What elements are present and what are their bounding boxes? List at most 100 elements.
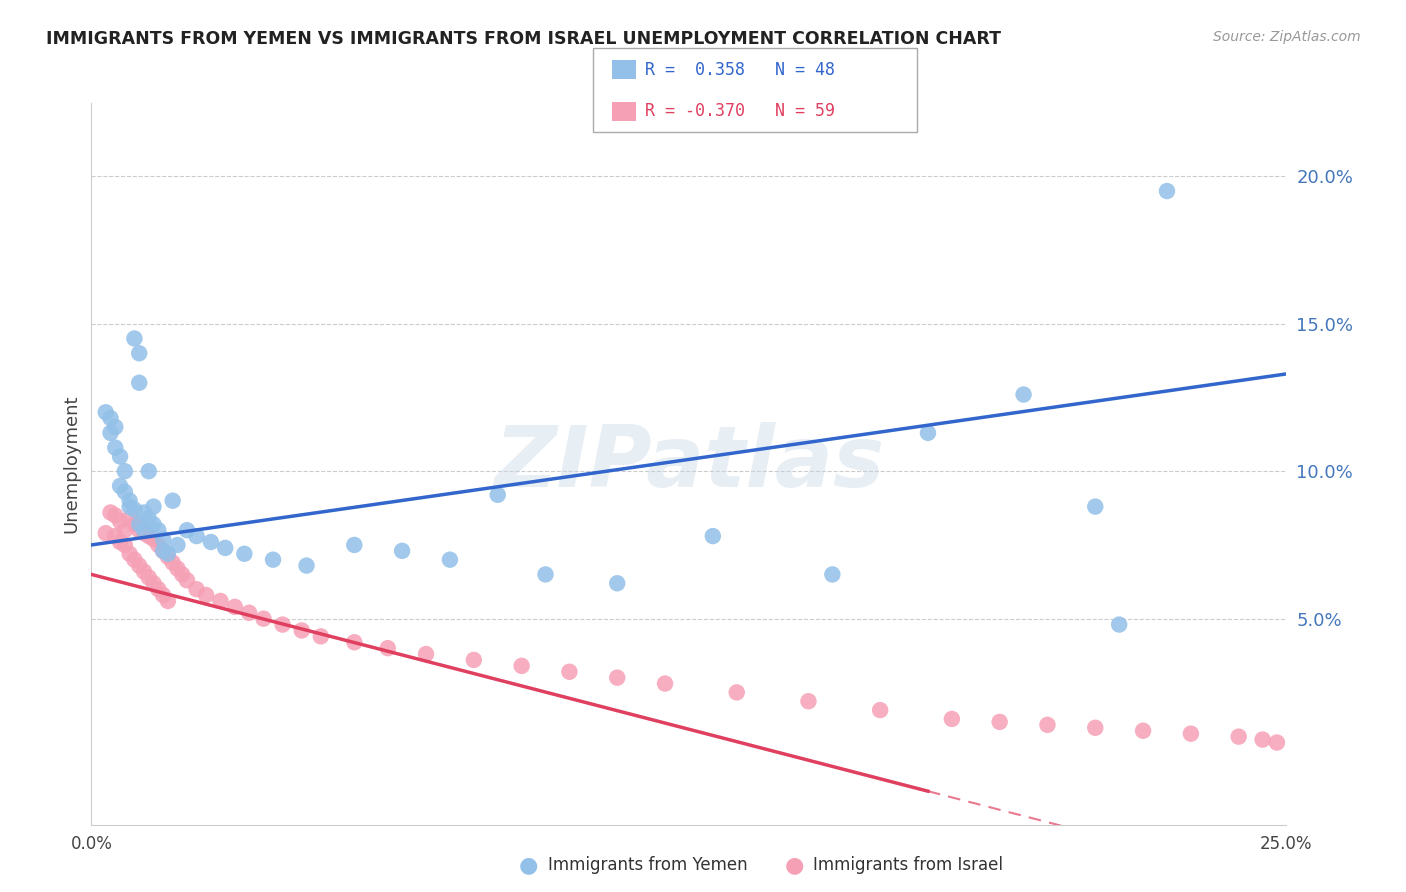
Point bbox=[132, 523, 155, 537]
Point bbox=[1084, 721, 1107, 735]
Point bbox=[510, 658, 533, 673]
Point bbox=[391, 544, 413, 558]
Text: Source: ZipAtlas.com: Source: ZipAtlas.com bbox=[1213, 30, 1361, 45]
Point bbox=[988, 714, 1011, 729]
Point bbox=[797, 694, 820, 708]
Point bbox=[209, 594, 232, 608]
Point bbox=[108, 514, 131, 528]
Point bbox=[128, 376, 150, 390]
Point bbox=[152, 544, 174, 558]
Point bbox=[138, 511, 160, 525]
Point bbox=[94, 405, 117, 419]
Point bbox=[132, 565, 155, 579]
Point bbox=[128, 346, 150, 360]
Point bbox=[128, 558, 150, 573]
Point bbox=[463, 653, 485, 667]
Point bbox=[252, 612, 274, 626]
Point bbox=[156, 594, 179, 608]
Point bbox=[1251, 732, 1274, 747]
Point bbox=[166, 561, 188, 575]
Point bbox=[118, 493, 141, 508]
Point bbox=[152, 532, 174, 546]
Point bbox=[104, 420, 127, 434]
Point bbox=[114, 538, 136, 552]
Point bbox=[869, 703, 891, 717]
Point bbox=[558, 665, 581, 679]
Point bbox=[176, 574, 198, 588]
Point bbox=[162, 493, 184, 508]
Point bbox=[1108, 617, 1130, 632]
Point bbox=[108, 479, 131, 493]
Point bbox=[152, 588, 174, 602]
Text: IMMIGRANTS FROM YEMEN VS IMMIGRANTS FROM ISRAEL UNEMPLOYMENT CORRELATION CHART: IMMIGRANTS FROM YEMEN VS IMMIGRANTS FROM… bbox=[46, 30, 1001, 48]
Point bbox=[606, 576, 628, 591]
Point bbox=[343, 635, 366, 649]
Point bbox=[156, 547, 179, 561]
Point bbox=[821, 567, 844, 582]
Point bbox=[128, 517, 150, 532]
Point bbox=[195, 588, 218, 602]
Point bbox=[148, 582, 170, 597]
Point bbox=[124, 517, 146, 532]
Point bbox=[104, 529, 127, 543]
Point bbox=[534, 567, 557, 582]
Point bbox=[200, 535, 222, 549]
Point bbox=[108, 450, 131, 464]
Point bbox=[172, 567, 194, 582]
Point bbox=[233, 547, 256, 561]
Point bbox=[439, 552, 461, 566]
Point bbox=[176, 523, 198, 537]
Point bbox=[238, 606, 260, 620]
Point bbox=[162, 556, 184, 570]
Point bbox=[377, 641, 399, 656]
Point bbox=[138, 570, 160, 584]
Point bbox=[124, 331, 146, 345]
Point bbox=[138, 464, 160, 478]
Point bbox=[118, 547, 141, 561]
Point bbox=[142, 500, 165, 514]
Text: ZIPatlas: ZIPatlas bbox=[494, 422, 884, 506]
Text: Immigrants from Israel: Immigrants from Israel bbox=[813, 856, 1002, 874]
Point bbox=[186, 582, 208, 597]
Point bbox=[100, 411, 122, 425]
Point bbox=[486, 488, 509, 502]
Point bbox=[1227, 730, 1250, 744]
Point bbox=[1084, 500, 1107, 514]
Point bbox=[118, 511, 141, 525]
Point bbox=[1012, 387, 1035, 401]
Text: ●: ● bbox=[785, 855, 804, 875]
Point bbox=[917, 425, 939, 440]
Point bbox=[104, 508, 127, 523]
Point bbox=[343, 538, 366, 552]
Point bbox=[415, 647, 437, 661]
Point bbox=[142, 517, 165, 532]
Point bbox=[1036, 718, 1059, 732]
Point bbox=[132, 526, 155, 541]
Point bbox=[114, 523, 136, 537]
Point bbox=[654, 676, 676, 690]
Point bbox=[295, 558, 318, 573]
Point bbox=[1156, 184, 1178, 198]
Point bbox=[152, 544, 174, 558]
Point bbox=[100, 506, 122, 520]
Text: ●: ● bbox=[519, 855, 538, 875]
Point bbox=[224, 599, 246, 614]
Point bbox=[118, 500, 141, 514]
Point bbox=[166, 538, 188, 552]
Point bbox=[108, 535, 131, 549]
Point bbox=[132, 506, 155, 520]
Point bbox=[309, 629, 332, 643]
Point bbox=[262, 552, 284, 566]
Point bbox=[142, 576, 165, 591]
Point bbox=[702, 529, 724, 543]
Y-axis label: Unemployment: Unemployment bbox=[62, 394, 80, 533]
Point bbox=[128, 523, 150, 537]
Point bbox=[156, 549, 179, 564]
Text: R = -0.370   N = 59: R = -0.370 N = 59 bbox=[645, 103, 835, 120]
Point bbox=[214, 541, 236, 555]
Point bbox=[142, 532, 165, 546]
Point bbox=[114, 464, 136, 478]
Point bbox=[606, 671, 628, 685]
Point bbox=[104, 441, 127, 455]
Point bbox=[124, 502, 146, 516]
